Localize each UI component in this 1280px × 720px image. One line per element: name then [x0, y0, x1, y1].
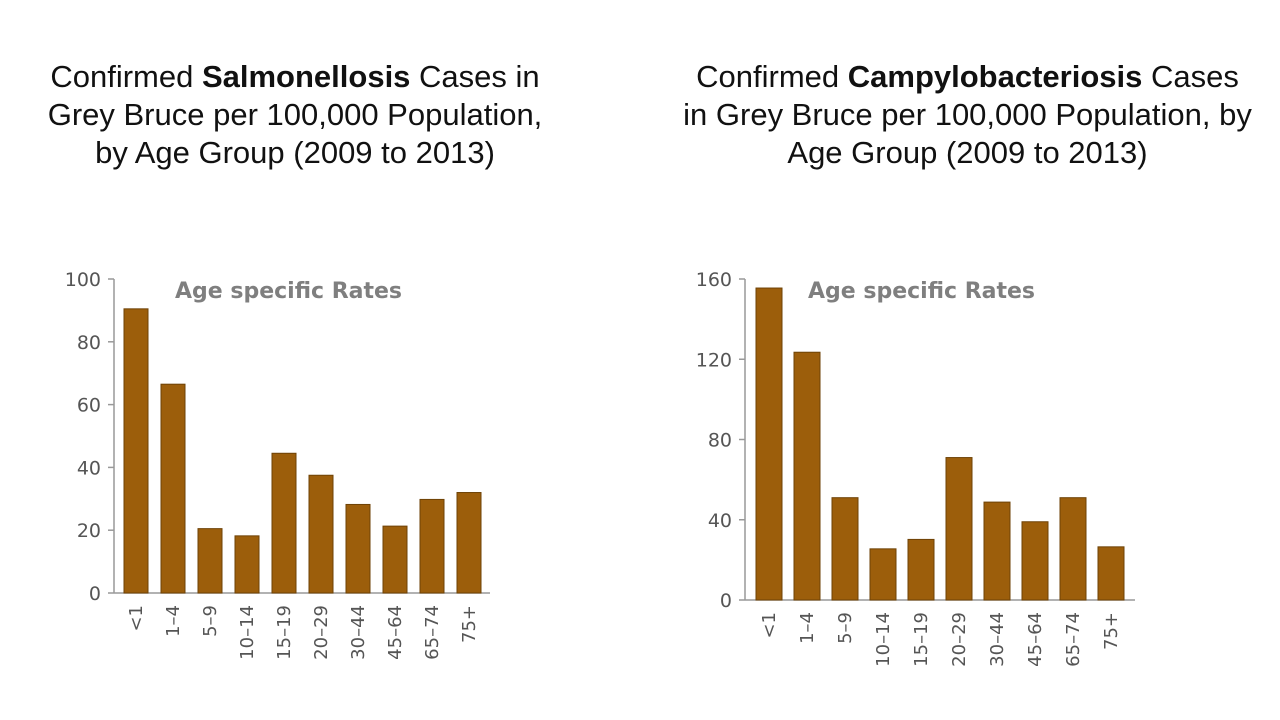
chart-title-salmonellosis: Confirmed Salmonellosis Cases in Grey Br… — [45, 58, 545, 172]
title-suffix: Cases in Grey Bruce per 100,000 Populati… — [47, 59, 543, 170]
inner-chart-title: Age specific Rates — [175, 279, 402, 304]
x-category-label: 5–9 — [200, 605, 221, 637]
title-prefix: Confirmed — [696, 59, 848, 94]
y-tick-label: 0 — [89, 583, 101, 605]
x-category-label: 20–29 — [949, 612, 970, 667]
chart-title-campylobacteriosis: Confirmed Campylobacteriosis Cases in Gr… — [680, 58, 1255, 172]
bar — [345, 503, 371, 594]
bar — [907, 538, 935, 601]
y-tick-label: 120 — [696, 349, 732, 371]
bar — [1097, 546, 1125, 601]
x-category-label: 20–29 — [311, 605, 332, 660]
bar — [945, 457, 973, 601]
y-tick-label: 80 — [708, 430, 732, 452]
x-category-label: 1–4 — [163, 605, 184, 637]
bar — [869, 548, 897, 601]
bar — [160, 383, 186, 594]
y-tick-label: 20 — [77, 520, 101, 542]
x-category-label: 5–9 — [835, 612, 856, 644]
x-category-label: <1 — [126, 605, 147, 632]
x-category-label: 75+ — [1101, 612, 1122, 650]
y-tick-label: 0 — [720, 590, 732, 612]
bar — [1059, 497, 1087, 601]
x-category-label: 15–19 — [911, 612, 932, 667]
title-prefix: Confirmed — [50, 59, 202, 94]
bar — [308, 474, 334, 594]
x-category-label: 30–44 — [348, 605, 369, 660]
bar — [831, 497, 859, 601]
bar — [1021, 521, 1049, 601]
bar — [197, 528, 223, 594]
title-disease: Campylobacteriosis — [847, 59, 1143, 94]
bar — [793, 351, 821, 601]
x-category-label: 75+ — [459, 605, 480, 643]
y-tick-label: 60 — [77, 395, 101, 417]
salmonellosis-bar-chart: 0 20 40 60 80 100 Age specific Rates <1 1–4 5–9 10… — [65, 269, 490, 660]
bar — [234, 535, 260, 594]
x-category-label: 10–14 — [873, 612, 894, 667]
title-suffix: Cases in Grey Bruce per 100,000 Populati… — [683, 59, 1252, 170]
bar — [419, 498, 445, 594]
y-tick-label: 160 — [696, 269, 732, 291]
y-tick-label: 100 — [65, 269, 101, 291]
bar — [983, 501, 1011, 601]
x-category-label: 30–44 — [987, 612, 1008, 667]
bar — [382, 525, 408, 594]
x-category-label: <1 — [759, 612, 780, 639]
inner-chart-title: Age specific Rates — [808, 279, 1035, 304]
y-tick-label: 40 — [77, 457, 101, 479]
title-disease: Salmonellosis — [201, 59, 411, 94]
y-tick-label: 40 — [708, 510, 732, 532]
bar — [456, 492, 482, 594]
x-category-label: 65–74 — [422, 605, 443, 660]
x-category-label: 10–14 — [237, 605, 258, 660]
x-category-label: 15–19 — [274, 605, 295, 660]
y-tick-label: 80 — [77, 332, 101, 354]
x-category-label: 45–64 — [385, 605, 406, 660]
bar — [123, 308, 149, 594]
x-category-label: 1–4 — [797, 612, 818, 644]
bar — [755, 287, 783, 601]
x-category-label: 65–74 — [1063, 612, 1084, 667]
x-category-label: 45–64 — [1025, 612, 1046, 667]
bar — [271, 452, 297, 594]
